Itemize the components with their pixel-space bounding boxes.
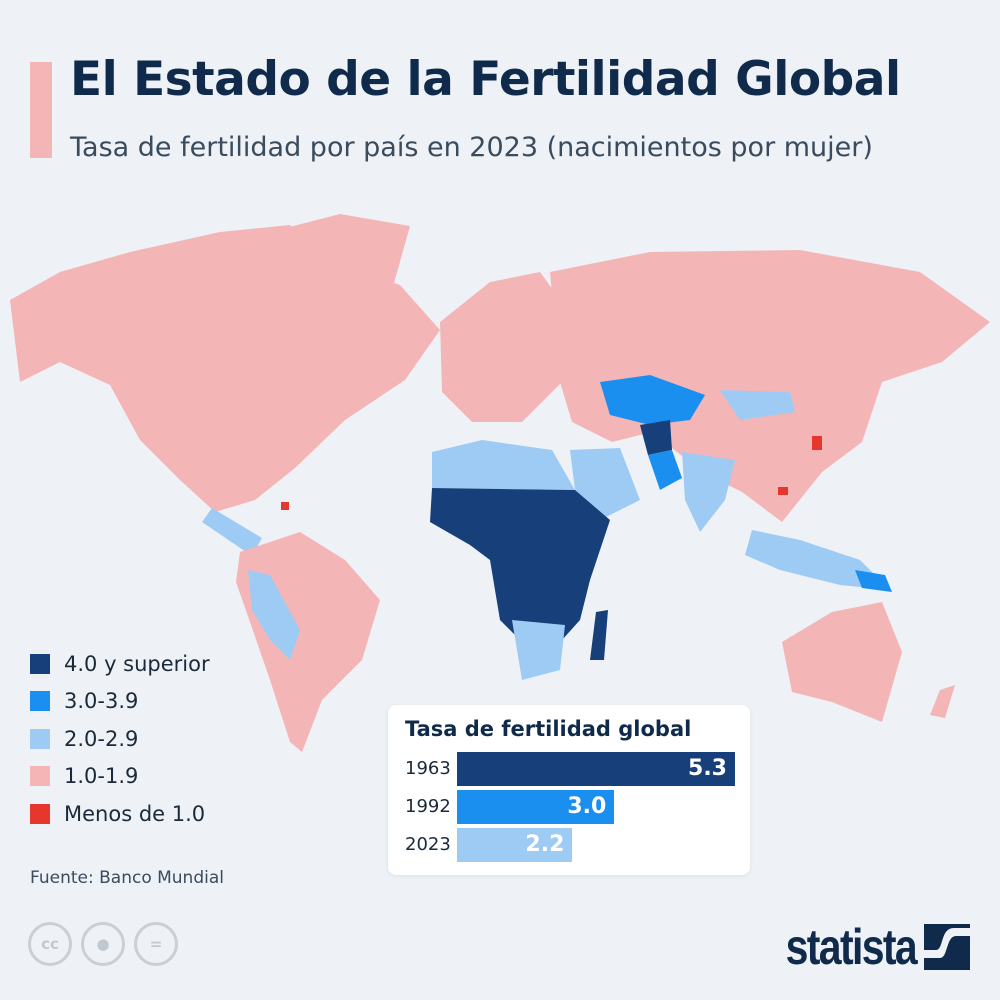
legend-swatch [30, 766, 50, 787]
bar-row: 1992 3.0 [388, 790, 750, 824]
region-south-america [236, 532, 380, 752]
bar: 2.2 [457, 828, 573, 862]
legend-label: 2.0-2.9 [64, 726, 139, 751]
legend-item: 3.0-3.9 [30, 683, 210, 721]
attribution-icon[interactable]: ● [81, 922, 125, 966]
legend-label: 1.0-1.9 [64, 764, 139, 789]
bar-value-label: 5.3 [688, 756, 727, 781]
bar-row: 1963 5.3 [388, 752, 750, 786]
legend-swatch [30, 803, 50, 824]
region-north-africa [432, 440, 575, 490]
region-europe [440, 272, 562, 422]
region-greenland [270, 214, 410, 345]
license-icons: cc ● = [28, 922, 178, 966]
legend-label: Menos de 1.0 [64, 801, 206, 826]
bar: 3.0 [457, 790, 615, 824]
title-accent-bar [30, 62, 52, 158]
bar-category-label: 1963 [405, 758, 451, 779]
bar-value-label: 2.2 [525, 832, 565, 857]
bar-value-label: 3.0 [567, 794, 607, 819]
region-pakistan [648, 450, 682, 490]
region-southern-africa [512, 620, 565, 680]
global-fertility-chart: Tasa de fertilidad global 1963 5.3 1992 3.0… [388, 705, 750, 875]
region-new-zealand [930, 685, 955, 718]
legend-item: 4.0 y superior [30, 645, 210, 683]
legend-label: 4.0 y superior [64, 651, 210, 676]
legend-swatch [30, 653, 50, 674]
region-southeast-asia [745, 530, 890, 590]
region-hong-kong [778, 487, 788, 495]
map-regions [10, 214, 990, 752]
legend-item: 2.0-2.9 [30, 720, 210, 758]
legend-label: 3.0-3.9 [64, 689, 139, 714]
cc-icon[interactable]: cc [28, 922, 72, 966]
bar-category-label: 2023 [405, 834, 451, 855]
no-derivatives-icon[interactable]: = [134, 922, 178, 966]
statista-logo-icon [924, 924, 970, 970]
region-puerto-rico [281, 502, 289, 510]
bar: 5.3 [457, 752, 735, 786]
legend-item: 1.0-1.9 [30, 758, 210, 796]
source-note: Fuente: Banco Mundial [30, 868, 224, 888]
brand-name: statista [785, 919, 918, 975]
statista-logo[interactable]: statista [757, 918, 970, 976]
region-central-asia [600, 375, 705, 425]
region-india [682, 452, 735, 532]
page-title: El Estado de la Fertilidad Global [70, 52, 901, 107]
region-madagascar [590, 610, 608, 660]
map-legend: 4.0 y superior 3.0-3.9 2.0-2.9 1.0-1.9 M… [30, 645, 210, 833]
page-subtitle: Tasa de fertilidad por país en 2023 (nac… [70, 132, 873, 163]
region-russia-asia [550, 250, 990, 522]
region-papua-new-guinea [855, 570, 892, 592]
region-australia [782, 602, 902, 722]
legend-item: Menos de 1.0 [30, 795, 210, 833]
region-mongolia [720, 390, 795, 420]
legend-swatch [30, 691, 50, 712]
region-central-america [202, 508, 262, 556]
region-afghanistan [640, 420, 672, 455]
bar-category-label: 1992 [405, 796, 451, 817]
region-japan [830, 415, 850, 455]
region-andes [248, 570, 300, 660]
region-south-korea [812, 436, 822, 450]
legend-swatch [30, 728, 50, 749]
chart-title: Tasa de fertilidad global [405, 717, 692, 741]
bar-row: 2023 2.2 [388, 828, 750, 862]
region-sub-saharan-africa [430, 488, 610, 640]
